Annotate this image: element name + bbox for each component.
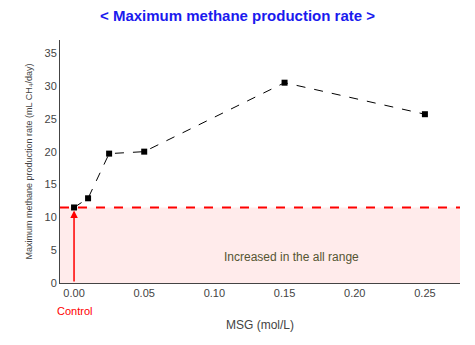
svg-text:30: 30 — [45, 80, 57, 92]
svg-text:5: 5 — [51, 244, 57, 256]
svg-text:20: 20 — [45, 146, 57, 158]
svg-text:0.20: 0.20 — [344, 287, 365, 299]
svg-text:Increased in the all range: Increased in the all range — [224, 250, 359, 264]
svg-text:0: 0 — [51, 277, 57, 289]
svg-text:15: 15 — [45, 178, 57, 190]
svg-text:0.05: 0.05 — [133, 287, 154, 299]
svg-text:MSG (mol/L): MSG (mol/L) — [226, 318, 294, 332]
svg-text:35: 35 — [45, 47, 57, 59]
svg-text:25: 25 — [45, 113, 57, 125]
svg-text:0.00: 0.00 — [63, 287, 84, 299]
svg-text:10: 10 — [45, 211, 57, 223]
svg-text:0.15: 0.15 — [274, 287, 295, 299]
svg-text:0.25: 0.25 — [414, 287, 435, 299]
svg-text:Maximum methane production rat: Maximum methane production rate (mL CH₄/… — [24, 64, 34, 260]
svg-text:< Maximum methane production r: < Maximum methane production rate > — [100, 7, 375, 24]
svg-text:0.10: 0.10 — [204, 287, 225, 299]
svg-text:Control: Control — [57, 305, 92, 317]
